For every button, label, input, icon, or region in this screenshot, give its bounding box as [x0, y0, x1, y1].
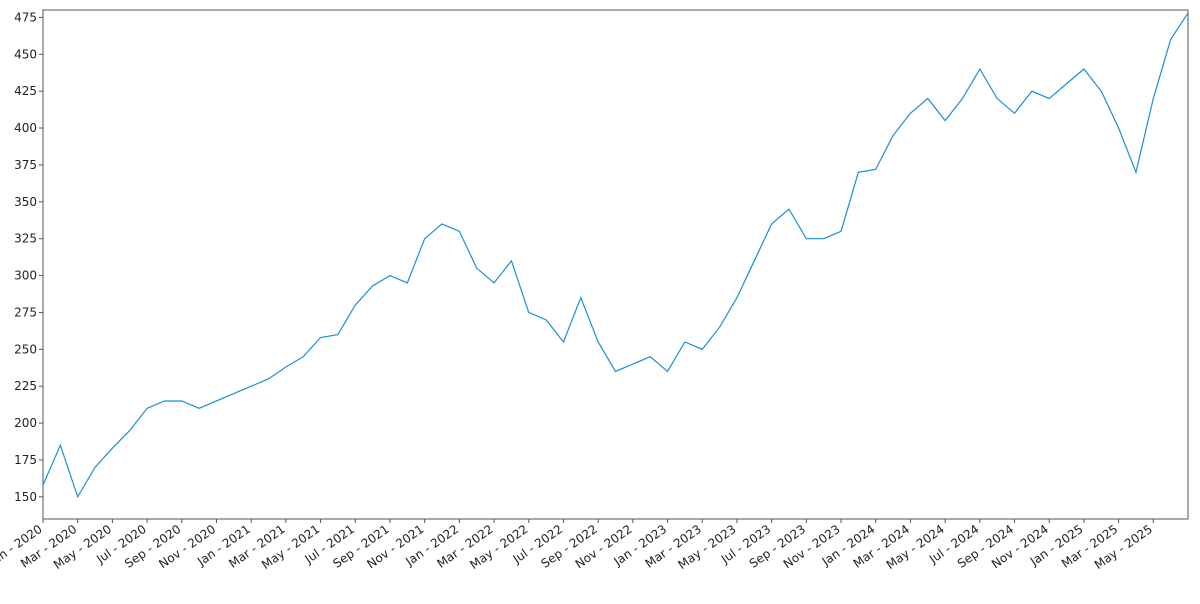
- y-tick-label: 200: [14, 416, 37, 430]
- y-tick-label: 400: [14, 121, 37, 135]
- price-line: [42, 12, 1189, 499]
- y-tick-label: 225: [14, 379, 37, 393]
- plot-frame: [42, 9, 1189, 520]
- y-tick-label: 175: [14, 453, 37, 467]
- y-tick-label: 350: [14, 195, 37, 209]
- y-tick-label: 425: [14, 84, 37, 98]
- y-tick-label: 475: [14, 10, 37, 24]
- y-tick-label: 450: [14, 47, 37, 61]
- y-tick-label: 375: [14, 158, 37, 172]
- y-tick-label: 275: [14, 305, 37, 319]
- y-tick-label: 300: [14, 269, 37, 283]
- y-tick-label: 325: [14, 232, 37, 246]
- y-tick-label: 250: [14, 342, 37, 356]
- y-tick-label: 150: [14, 490, 37, 504]
